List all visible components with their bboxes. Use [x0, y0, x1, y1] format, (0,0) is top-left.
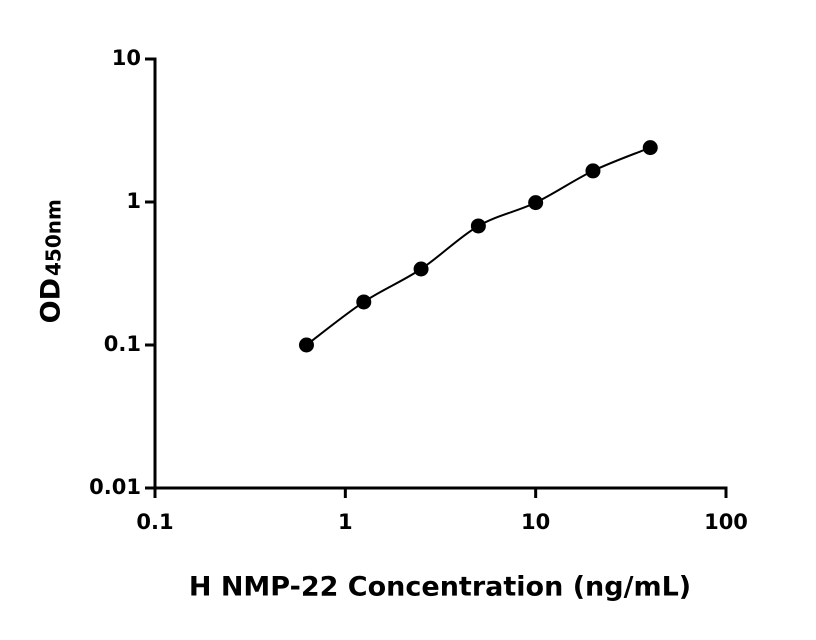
x-tick-label: 10: [521, 510, 550, 534]
x-axis-title: H NMP-22 Concentration (ng/mL): [189, 572, 691, 603]
x-tick-label: 1: [338, 510, 353, 534]
fit-curve: [305, 146, 651, 346]
point: [413, 261, 429, 277]
y-tick-label: 10: [112, 46, 141, 70]
y-axis-title: OD: [36, 278, 67, 323]
point: [356, 294, 372, 310]
y-tick-label: 0.1: [104, 332, 141, 356]
point: [585, 163, 601, 179]
x-tick-label: 100: [704, 510, 748, 534]
point: [470, 218, 486, 234]
point: [298, 337, 314, 353]
x-tick-label: 0.1: [136, 510, 173, 534]
y-axis-title-group: OD 450nm: [36, 199, 67, 323]
point: [642, 140, 658, 156]
y-tick-label: 0.01: [89, 475, 141, 499]
point: [528, 195, 544, 211]
y-tick-label: 1: [126, 189, 141, 213]
y-axis-title-sub: 450nm: [42, 199, 66, 276]
